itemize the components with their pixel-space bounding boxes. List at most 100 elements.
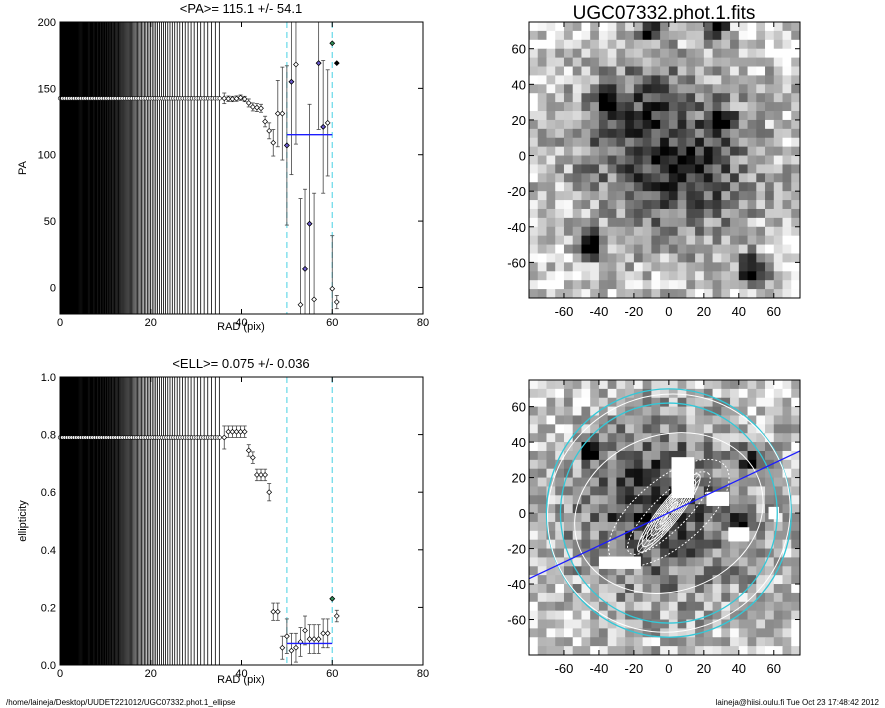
image-pixel [703,601,714,612]
image-pixel [546,575,556,585]
image-pixel [782,610,792,621]
image-pixel [703,415,714,425]
image-pixel [563,111,574,121]
image-pixel [747,208,757,219]
image-pixel [695,200,705,210]
image-pixel [598,459,609,470]
image-pixel [651,486,661,496]
image-pixel [738,244,749,254]
image-pixel [607,388,617,399]
isophote-spoke [668,474,700,514]
image-pixel [546,137,556,148]
image-pixel [677,415,687,425]
image-pixel [633,128,644,139]
image-pixel [756,637,766,647]
image-pixel [590,173,600,183]
image-pixel [529,539,539,550]
image-pixel [791,380,801,390]
image-pixel [537,173,547,183]
image-pixel [572,262,582,272]
image-pixel [642,128,652,139]
image-pixel [563,280,574,290]
image-pixel [537,111,547,121]
image-pixel [633,200,644,210]
image-pixel [738,235,749,246]
image-pixel [642,244,652,254]
image-pixel [555,406,565,416]
image-pixel [607,289,617,299]
data-point [237,428,244,435]
image-pixel [773,208,784,219]
image-pixel [607,137,617,148]
image-pixel [529,513,539,523]
image-pixel [642,119,652,130]
image-pixel [598,22,609,32]
image-pixel [695,271,705,281]
image-pixel [686,102,696,112]
image-pixel [529,66,539,76]
image-pixel [633,486,644,496]
image-pixel [555,244,565,254]
image-pixel [598,637,609,647]
image-pixel [782,380,792,390]
image-pixel [721,22,731,32]
image-pixel [730,380,740,390]
image-pixel [668,244,679,254]
image-pixel [598,119,609,130]
image-pixel [633,137,644,148]
image-pixel [537,191,547,201]
image-pixel [791,66,801,76]
image-pixel [703,289,714,299]
image-pixel [782,226,792,237]
image-pixel [782,244,792,254]
image-pixel [555,557,565,567]
image-pixel [686,646,696,656]
image-pixel [747,39,757,50]
image-pixel [607,271,617,281]
image-pixel [695,253,705,263]
image-pixel [773,75,784,85]
image-pixel [712,75,722,85]
image-pixel [773,530,784,541]
data-point [293,644,299,651]
image-pixel [703,459,714,470]
image-pixel [756,22,766,32]
image-pixel [730,39,740,50]
image-pixel [712,592,722,603]
image-pixel [695,557,705,567]
image-pixel [555,513,565,523]
image-pixel [546,610,556,621]
image-pixel [712,208,722,219]
image-pixel [677,521,687,532]
image-pixel [590,415,600,425]
image-pixel [747,48,757,59]
image-pixel [668,48,679,59]
image-pixel [695,30,705,41]
image-pixel [616,406,626,416]
image-pixel [668,146,679,157]
image-pixel [703,217,714,228]
image-pixel [782,262,792,272]
image-pixel [721,208,731,219]
image-pixel [703,592,714,603]
image-pixel [765,146,775,157]
image-pixel [537,30,547,41]
image-pixel [529,111,539,121]
image-pixel [782,39,792,50]
image-pixel [712,628,722,638]
image-pixel [555,137,565,148]
image-pixel [529,557,539,567]
image-pixel [642,182,652,192]
image-pixel [765,271,775,281]
image-pixel [590,433,600,443]
image-pixel [756,530,766,541]
image-pixel [782,424,792,434]
image-pixel [773,93,784,103]
isophote-spoke [668,474,695,514]
image-pixel [747,75,757,85]
image-pixel [747,146,757,157]
image-pixel [572,39,582,50]
image-pixel [529,191,539,201]
image-pixel [695,155,705,165]
image-pixel [738,128,749,139]
